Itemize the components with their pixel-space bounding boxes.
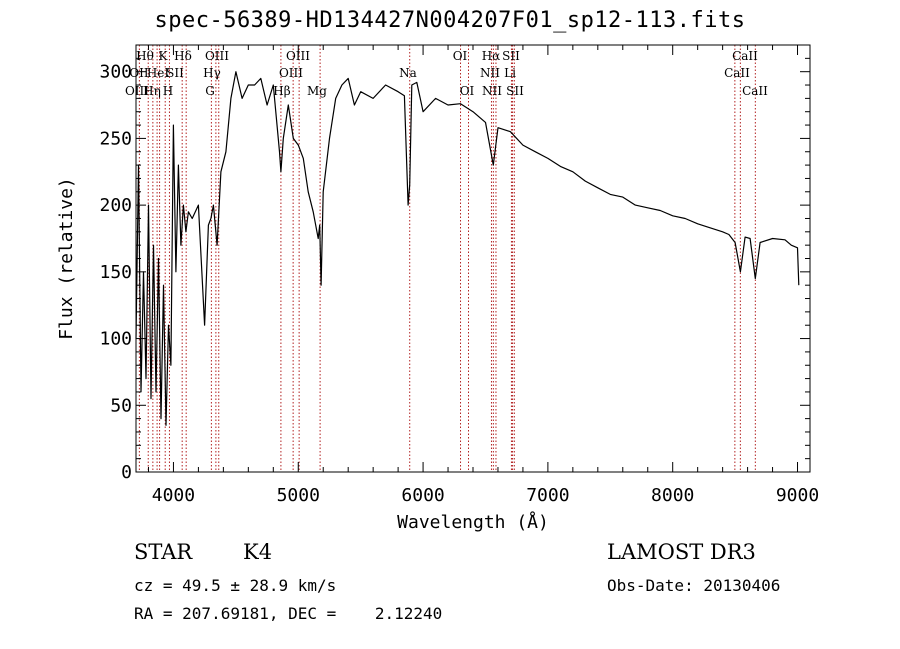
y-axis-label: Flux (relative) xyxy=(56,177,77,340)
line-label: H xyxy=(163,84,173,98)
line-label: Hθ xyxy=(136,49,154,63)
line-label: Hη xyxy=(143,84,161,98)
line-label: Hδ xyxy=(174,49,192,63)
line-label: Li xyxy=(504,66,516,80)
x-tick-label: 9000 xyxy=(776,485,819,506)
line-label: SII xyxy=(506,84,524,98)
line-label: G xyxy=(205,84,215,98)
chart-title: spec-56389-HD134427N004207F01_sp12-113.f… xyxy=(154,8,746,33)
line-label: K xyxy=(159,49,169,63)
line-label: Na xyxy=(399,66,417,80)
line-label: CaII xyxy=(742,84,768,98)
survey-label: LAMOST DR3 xyxy=(607,540,756,564)
redshift-text: cz = 49.5 ± 28.9 km/s xyxy=(134,576,337,595)
line-label: OII xyxy=(129,66,149,80)
y-tick-label: 250 xyxy=(99,128,132,149)
line-label: OIII xyxy=(279,66,303,80)
class-label: STAR xyxy=(134,540,193,564)
x-tick-label: 6000 xyxy=(401,485,444,506)
obs-date-text: Obs-Date: 20130406 xyxy=(607,576,781,595)
line-label: HeI xyxy=(147,66,170,80)
line-label: Mg xyxy=(307,84,327,98)
y-tick-label: 200 xyxy=(99,195,132,216)
line-label: NII xyxy=(482,84,502,98)
y-tick-label: 0 xyxy=(121,462,132,483)
x-axis-label: Wavelength (Å) xyxy=(397,511,549,533)
line-label: CaII xyxy=(724,66,750,80)
line-label: OI xyxy=(453,49,468,63)
x-tick-label: 7000 xyxy=(526,485,569,506)
y-tick-label: 100 xyxy=(99,329,132,350)
x-tick-label: 8000 xyxy=(651,485,694,506)
line-label: Hβ xyxy=(273,84,290,98)
coordinates-text: RA = 207.69181, DEC = 2.12240 xyxy=(134,604,443,623)
x-tick-label: 4000 xyxy=(152,485,195,506)
line-label: CaII xyxy=(732,49,758,63)
plot-frame xyxy=(135,44,811,473)
line-label: Hγ xyxy=(203,66,221,80)
line-label: OIII xyxy=(125,84,149,98)
subclass-label: K4 xyxy=(243,540,273,564)
y-tick-label: 150 xyxy=(99,262,132,283)
line-label: NII xyxy=(480,66,500,80)
spectrum-line xyxy=(135,71,800,426)
line-label: SII xyxy=(502,49,520,63)
x-tick-label: 5000 xyxy=(277,485,320,506)
line-label: SII xyxy=(166,66,184,80)
line-label: OI xyxy=(460,84,475,98)
line-label: Hα xyxy=(482,49,501,63)
y-tick-label: 300 xyxy=(99,62,132,83)
line-label: OIII xyxy=(205,49,229,63)
line-label: OIII xyxy=(286,49,310,63)
y-tick-label: 50 xyxy=(110,395,132,416)
